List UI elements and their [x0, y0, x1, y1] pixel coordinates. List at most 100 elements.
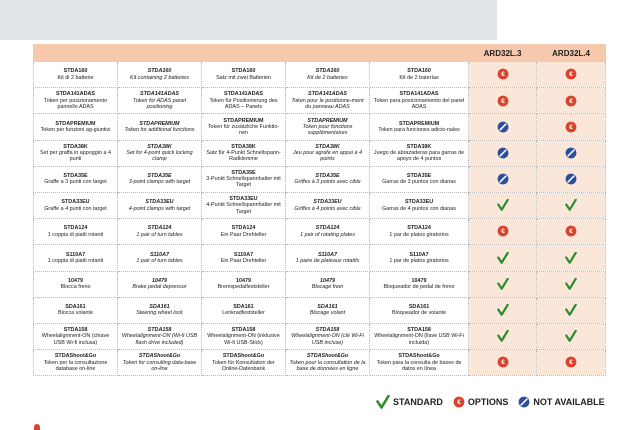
product-cell: STDAShoot&Go Token per la consultazione d… — [33, 349, 118, 377]
product-description: 1 coppia di piatti rotanti — [47, 231, 104, 238]
option-icon: € — [453, 396, 465, 408]
product-cell: STDA33EU 4-Punkt Schnellspannhalter mit T… — [201, 191, 286, 220]
product-cell: SDA161 Steering wheel lock — [117, 296, 202, 324]
product-code: STDA158 — [231, 327, 256, 334]
accessories-table-body: ARD32L.3 ARD32L.4 STDA160 Kit di 2 batter… — [32, 44, 607, 377]
availability-cell-l4 — [536, 296, 607, 324]
availability-cell-l4 — [536, 165, 607, 193]
not-available-icon — [565, 173, 577, 185]
legend: STANDARD € OPTIONS NOT AVAILABLE — [376, 394, 615, 410]
availability-cell-l3 — [468, 322, 538, 351]
product-cell: STDA35E 3-point clamps with target — [117, 165, 202, 193]
table-row: STDA38K Set per graffa in appoggio a 4 pu… — [33, 139, 607, 167]
product-description: Jeu pour agrafe en appui à 4 points — [293, 150, 362, 163]
svg-text:€: € — [501, 72, 505, 79]
product-cell: SDA161 Blocage volant — [285, 296, 370, 324]
svg-text:€: € — [457, 399, 461, 406]
product-cell: STDA33EU Graffe a 4 punti con target — [33, 191, 118, 220]
product-code: STDA33EU — [313, 199, 342, 206]
product-description: Blocage frein — [311, 284, 344, 291]
product-description: Token para posicionamiento del panel ADA… — [373, 97, 465, 110]
table-row: 10479 Blocca freno 10479 Brake pedal depres… — [33, 270, 607, 298]
table-row: S110A7 1 coppia di piatti rotanti S110A7 1 … — [33, 244, 607, 272]
product-description: Token pour la consultation de la base de… — [289, 359, 366, 372]
product-cell: 10479 Brake pedal depressor — [117, 270, 202, 298]
product-cell: STDA38K Satz für 4-Punkt Schnellspann-Rad… — [201, 139, 286, 167]
product-description: Kit di 2 batterie — [57, 74, 94, 81]
table-row: STDAPREMIUM Token per funzioni ag-giuntiv… — [33, 113, 607, 141]
availability-cell-l4: € — [536, 349, 607, 377]
product-code: 10479 — [411, 277, 427, 284]
product-description: Ein Paar Drehteller — [220, 257, 267, 264]
availability-cell-l3: € — [468, 87, 538, 115]
product-cell: S110A7 1 par de platos giratorios — [368, 244, 470, 272]
product-description: Lenkradfeststeller — [222, 310, 265, 317]
availability-cell-l4: € — [536, 113, 607, 141]
availability-cell-l3: € — [468, 349, 538, 377]
product-cell: SDA161 Bloqueador de volante — [368, 296, 470, 324]
product-cell: STDA160 Kit containing 2 batteries — [117, 60, 202, 89]
product-code: STDA38K — [406, 143, 432, 150]
product-cell: STDA141ADAS Token para posicionamiento de… — [368, 87, 470, 115]
svg-text:€: € — [501, 229, 505, 236]
product-code: STDAPREMIUM — [139, 120, 180, 127]
product-cell: STDA158 Wheelalignment-ON (chiave USB Wi-… — [33, 322, 118, 351]
product-cell: STDA158 Wheelalignment-ON (Wi-fi USB flas… — [117, 322, 202, 351]
product-cell: STDAPREMIUM Token para funciones adicio-n… — [368, 113, 470, 141]
product-cell: STDA124 1 coppia di piatti rotanti — [33, 218, 118, 246]
product-description: Blocage volant — [309, 310, 346, 317]
product-cell: STDA35E Graffe a 3 punti con target — [33, 165, 118, 193]
product-code: STDA124 — [147, 225, 172, 232]
availability-cell-l4: € — [536, 87, 607, 115]
product-description: Token for consulting data-base on-line — [122, 359, 197, 372]
product-description: Token per posizionamento pannello ADAS — [44, 97, 107, 110]
availability-cell-l4 — [536, 191, 607, 220]
product-cell: STDAPREMIUM Token pour fonctions suppléme… — [285, 113, 370, 141]
product-cell: STDA124 1 par de platos giratorios — [368, 218, 470, 246]
product-description: Wheelalignment-ON (clé Wi-Fi USB incluse… — [291, 333, 364, 346]
product-cell: STDAShoot&Go Token for consulting data-ba… — [117, 349, 202, 377]
svg-text:€: € — [501, 360, 505, 367]
check-icon — [496, 304, 509, 316]
product-cell: 10479 Bremspedalfeststeller — [201, 270, 286, 298]
option-icon: € — [497, 357, 508, 368]
availability-cell-l4: € — [536, 218, 607, 246]
product-description: 3-point clamps with target — [128, 179, 191, 186]
availability-cell-l4 — [536, 139, 607, 167]
product-code: S110A7 — [409, 251, 429, 258]
legend-not-available-label: NOT AVAILABLE — [533, 397, 605, 407]
accessories-table-wrapper: ARD32L.3 ARD32L.4 STDA160 Kit di 2 batter… — [32, 44, 607, 377]
product-description: Wheelalignment-ON (llave USB Wi-Fi inclu… — [374, 333, 464, 346]
product-description: 4-Punkt Schnellspannhalter mit Target — [206, 202, 281, 215]
product-cell: STDA160 Kit de 2 batteries — [285, 60, 370, 89]
product-code: STDA141ADAS — [399, 91, 439, 98]
legend-options-label: OPTIONS — [467, 397, 509, 407]
product-cell: STDA141ADAS Token per posizionamento pann… — [33, 87, 118, 115]
product-description: Blocca volante — [57, 310, 94, 317]
product-code: STDA160 — [147, 68, 172, 75]
product-code: STDAShoot&Go — [398, 353, 440, 360]
product-cell: STDA160 Kit de 2 baterías — [368, 60, 470, 89]
check-icon — [496, 277, 509, 290]
product-code: STDA158 — [63, 327, 88, 334]
option-icon: € — [497, 95, 508, 106]
product-description: 3-Punkt Schnellspannhalter mit Target — [206, 176, 281, 189]
check-icon — [565, 330, 577, 343]
table-row: STDA35E Graffe a 3 punti con target STDA35… — [33, 165, 607, 193]
table-body: STDA160 Kit di 2 batterie STDA160 Kit conta… — [33, 60, 607, 377]
product-code: STDAShoot&Go — [138, 353, 181, 360]
availability-cell-l4 — [536, 322, 607, 351]
product-description: Wheelalignment-ON (chiave USB Wi-fi incl… — [41, 333, 110, 346]
product-cell: 10479 Bloqueador de pedal de freno — [368, 270, 470, 298]
product-cell: STDAShoot&Go Token pour la consultation d… — [285, 349, 370, 377]
product-code: STDA38K — [147, 143, 172, 150]
availability-cell-l3 — [468, 165, 538, 193]
product-description: Satz für 4-Punkt Schnellspann-Radklemme — [206, 150, 281, 163]
product-cell: SDA161 Blocca volante — [33, 296, 118, 324]
svg-text:€: € — [569, 98, 573, 105]
product-description: 1 par de platos giratorios — [389, 231, 449, 238]
product-cell: S110A7 1 paire de plateaux rotatifs — [285, 244, 370, 272]
product-code: STDA35E — [63, 173, 88, 180]
product-description: 4-point clamps with target — [128, 205, 191, 212]
product-description: Token pour fonctions supplémentaires — [302, 123, 353, 137]
